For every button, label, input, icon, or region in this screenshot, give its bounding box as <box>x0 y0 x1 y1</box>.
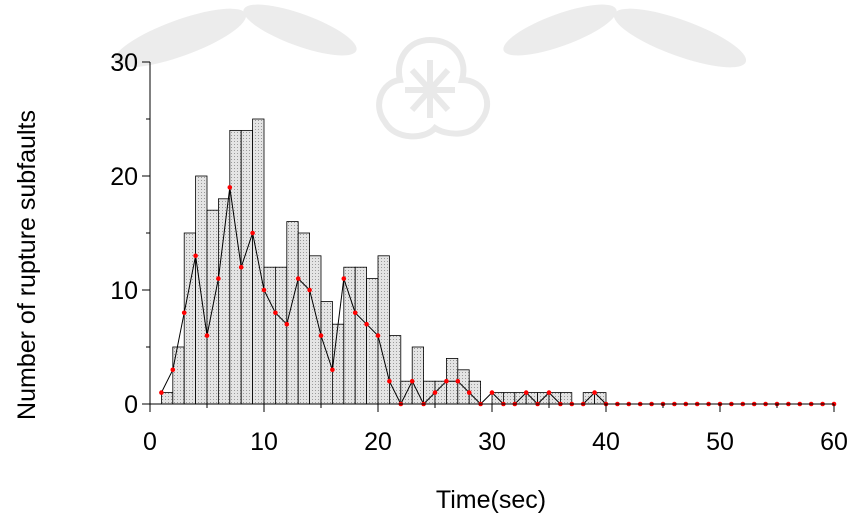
series-point <box>352 310 358 316</box>
y-tick-label: 10 <box>110 277 138 305</box>
histogram-bar <box>331 323 345 405</box>
x-tick-label: 20 <box>364 428 392 456</box>
histogram-bar <box>366 278 379 405</box>
series-point <box>227 185 233 190</box>
x-tick-label: 0 <box>143 428 157 456</box>
series-point <box>238 264 244 270</box>
x-tick-label: 60 <box>820 428 848 456</box>
series-point <box>409 378 415 384</box>
series-point <box>193 253 198 259</box>
series-point <box>295 276 301 281</box>
series-point <box>284 321 290 327</box>
histogram-bar <box>502 392 516 405</box>
series-point <box>523 390 529 395</box>
histogram-bar <box>560 392 573 405</box>
series-point <box>364 321 369 327</box>
x-tick-label: 50 <box>706 428 734 456</box>
histogram-bar <box>388 335 402 405</box>
series-point <box>466 390 472 395</box>
series-point <box>170 367 176 373</box>
y-tick-label: 20 <box>110 163 138 191</box>
plot-area <box>159 118 837 407</box>
histogram-bar <box>286 221 299 405</box>
histogram-bar <box>411 346 425 405</box>
series-point <box>273 310 278 316</box>
series-point <box>330 367 335 373</box>
series-point <box>250 230 255 236</box>
series-point <box>341 276 347 281</box>
histogram-bar <box>343 266 356 405</box>
emblem-icon <box>376 36 491 140</box>
series-point <box>307 287 312 293</box>
series-point <box>455 378 461 384</box>
y-axis-title: Number of rupture subfaults <box>13 110 41 420</box>
x-axis-title: Time(sec) <box>436 486 546 514</box>
series-point <box>375 333 381 338</box>
axes <box>142 61 835 412</box>
series-point <box>318 333 324 338</box>
histogram-bar <box>297 232 311 405</box>
x-tick-labels: 0 10 20 30 40 50 60 <box>143 428 848 456</box>
series-point <box>592 390 597 395</box>
x-tick-label: 10 <box>250 428 278 456</box>
series-point <box>432 390 438 395</box>
series-point <box>489 390 495 395</box>
histogram-bar <box>183 232 196 405</box>
histogram-bar <box>263 266 276 405</box>
histogram-bar <box>172 346 185 405</box>
y-tick-label: 30 <box>110 49 138 77</box>
histogram-bar <box>274 266 288 405</box>
y-tick-label: 0 <box>124 391 138 419</box>
series-point <box>261 287 267 293</box>
series-point <box>204 333 210 338</box>
watermark <box>113 4 747 140</box>
series-point <box>181 310 187 316</box>
series-point <box>216 276 221 281</box>
y-tick-labels: 0 10 20 30 <box>110 49 138 419</box>
series-point <box>444 378 449 384</box>
x-tick-label: 40 <box>592 428 620 456</box>
series-point <box>159 390 164 395</box>
histogram-bar <box>195 175 208 405</box>
histogram-bar <box>354 266 368 405</box>
x-tick-label: 30 <box>478 428 506 456</box>
histogram-bar <box>160 392 174 405</box>
series-point <box>387 378 392 384</box>
series-point <box>546 390 552 395</box>
